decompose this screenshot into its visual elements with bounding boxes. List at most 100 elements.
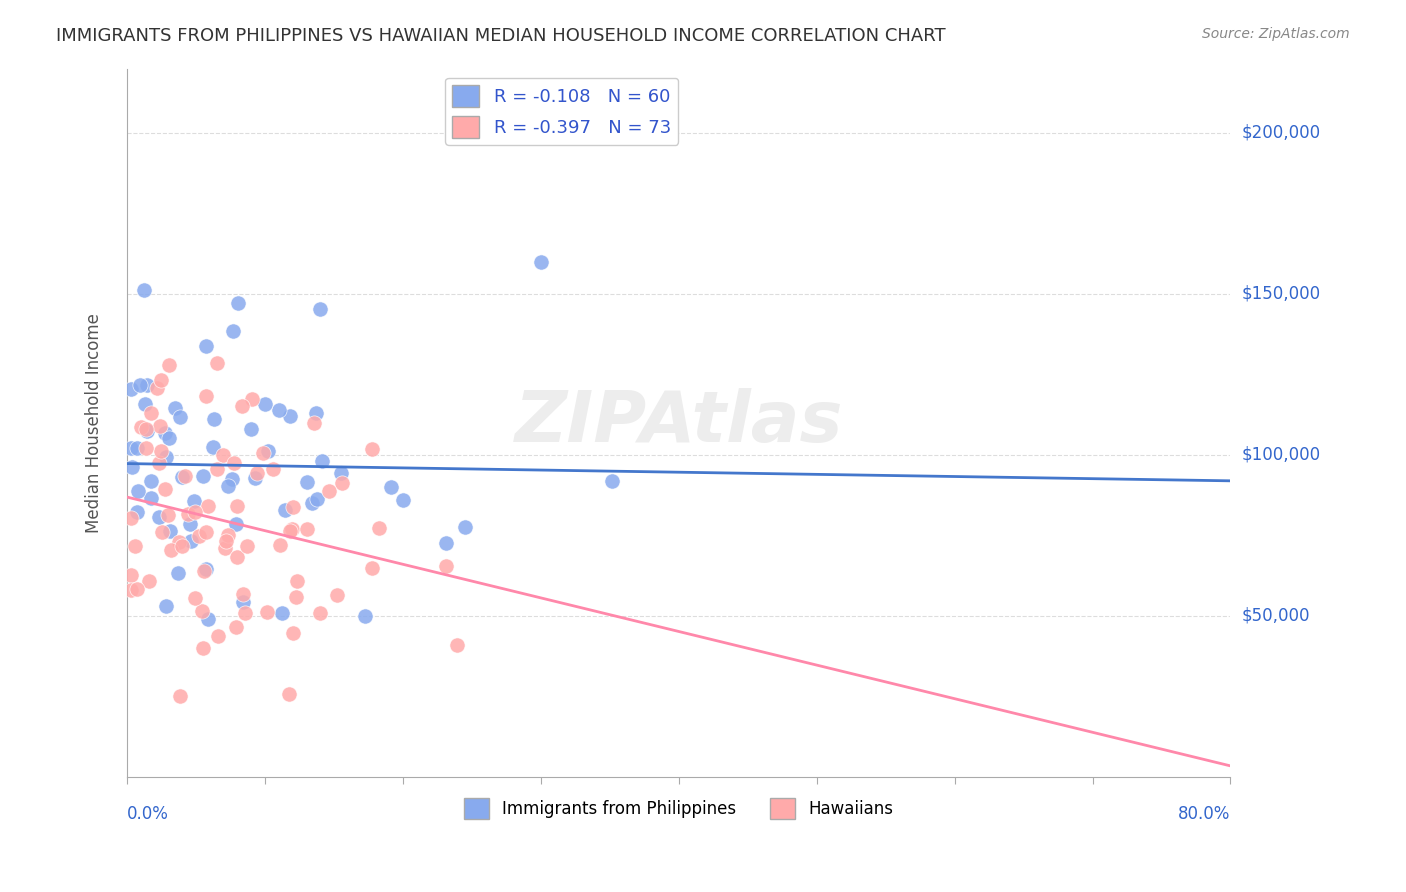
Point — [197, 500, 219, 514]
Point — [454, 520, 477, 534]
Point — [225, 620, 247, 634]
Point — [183, 494, 205, 508]
Point — [236, 539, 259, 553]
Point — [281, 626, 304, 640]
Point — [225, 517, 247, 532]
Point — [121, 460, 143, 475]
Point — [284, 590, 307, 604]
Point — [202, 440, 225, 454]
Point — [124, 540, 146, 554]
Point — [530, 254, 553, 268]
Legend: Immigrants from Philippines, Hawaiians: Immigrants from Philippines, Hawaiians — [457, 791, 900, 825]
Point — [191, 640, 214, 655]
Point — [138, 574, 160, 589]
Point — [252, 446, 274, 460]
Point — [197, 612, 219, 626]
Point — [309, 301, 332, 316]
Point — [311, 454, 333, 468]
Point — [285, 574, 308, 588]
Point — [305, 406, 328, 420]
Point — [134, 397, 156, 411]
Point — [120, 442, 142, 456]
Point — [205, 356, 228, 370]
Point — [194, 525, 217, 540]
Text: ZIPAtlas: ZIPAtlas — [515, 388, 844, 458]
Point — [148, 456, 170, 470]
Point — [169, 535, 191, 549]
Point — [212, 449, 235, 463]
Point — [318, 483, 340, 498]
Point — [226, 295, 249, 310]
Text: $150,000: $150,000 — [1241, 285, 1320, 303]
Point — [190, 604, 212, 618]
Point — [184, 505, 207, 519]
Point — [129, 420, 152, 434]
Point — [215, 534, 238, 549]
Point — [149, 373, 172, 387]
Point — [129, 378, 152, 392]
Point — [120, 567, 142, 582]
Point — [278, 524, 301, 539]
Point — [232, 587, 254, 601]
Point — [167, 566, 190, 580]
Point — [380, 480, 402, 494]
Point — [246, 467, 269, 481]
Point — [600, 474, 623, 488]
Point — [302, 417, 325, 431]
Point — [135, 422, 157, 436]
Text: $50,000: $50,000 — [1241, 607, 1310, 625]
Point — [150, 444, 173, 458]
Point — [155, 450, 177, 465]
Point — [170, 470, 193, 484]
Text: $100,000: $100,000 — [1241, 446, 1320, 464]
Point — [305, 491, 328, 506]
Point — [157, 431, 180, 445]
Point — [301, 496, 323, 510]
Point — [127, 441, 149, 455]
Point — [226, 499, 249, 513]
Point — [159, 524, 181, 538]
Point — [204, 412, 226, 426]
Point — [257, 444, 280, 458]
Point — [269, 403, 291, 417]
Point — [278, 687, 301, 701]
Text: $200,000: $200,000 — [1241, 124, 1320, 142]
Point — [141, 491, 163, 506]
Point — [353, 608, 375, 623]
Point — [233, 606, 256, 620]
Point — [262, 462, 284, 476]
Point — [256, 606, 278, 620]
Text: 80.0%: 80.0% — [1178, 805, 1230, 822]
Point — [191, 469, 214, 483]
Point — [139, 406, 162, 420]
Text: IMMIGRANTS FROM PHILIPPINES VS HAWAIIAN MEDIAN HOUSEHOLD INCOME CORRELATION CHAR: IMMIGRANTS FROM PHILIPPINES VS HAWAIIAN … — [56, 27, 946, 45]
Point — [120, 511, 142, 525]
Point — [188, 529, 211, 543]
Point — [120, 382, 142, 396]
Point — [146, 381, 169, 395]
Point — [254, 397, 277, 411]
Y-axis label: Median Household Income: Median Household Income — [86, 313, 103, 533]
Text: Source: ZipAtlas.com: Source: ZipAtlas.com — [1202, 27, 1350, 41]
Point — [239, 422, 262, 436]
Point — [434, 558, 457, 573]
Point — [278, 409, 301, 424]
Point — [163, 401, 186, 415]
Point — [226, 549, 249, 564]
Point — [360, 442, 382, 456]
Point — [195, 389, 218, 403]
Point — [283, 500, 305, 514]
Point — [243, 471, 266, 485]
Point — [127, 484, 149, 499]
Point — [446, 638, 468, 652]
Point — [179, 516, 201, 531]
Point — [169, 409, 191, 424]
Point — [214, 541, 236, 556]
Point — [242, 392, 264, 407]
Point — [127, 505, 149, 519]
Point — [232, 595, 254, 609]
Point — [280, 521, 302, 535]
Point — [295, 522, 318, 536]
Point — [297, 475, 319, 489]
Point — [207, 629, 229, 643]
